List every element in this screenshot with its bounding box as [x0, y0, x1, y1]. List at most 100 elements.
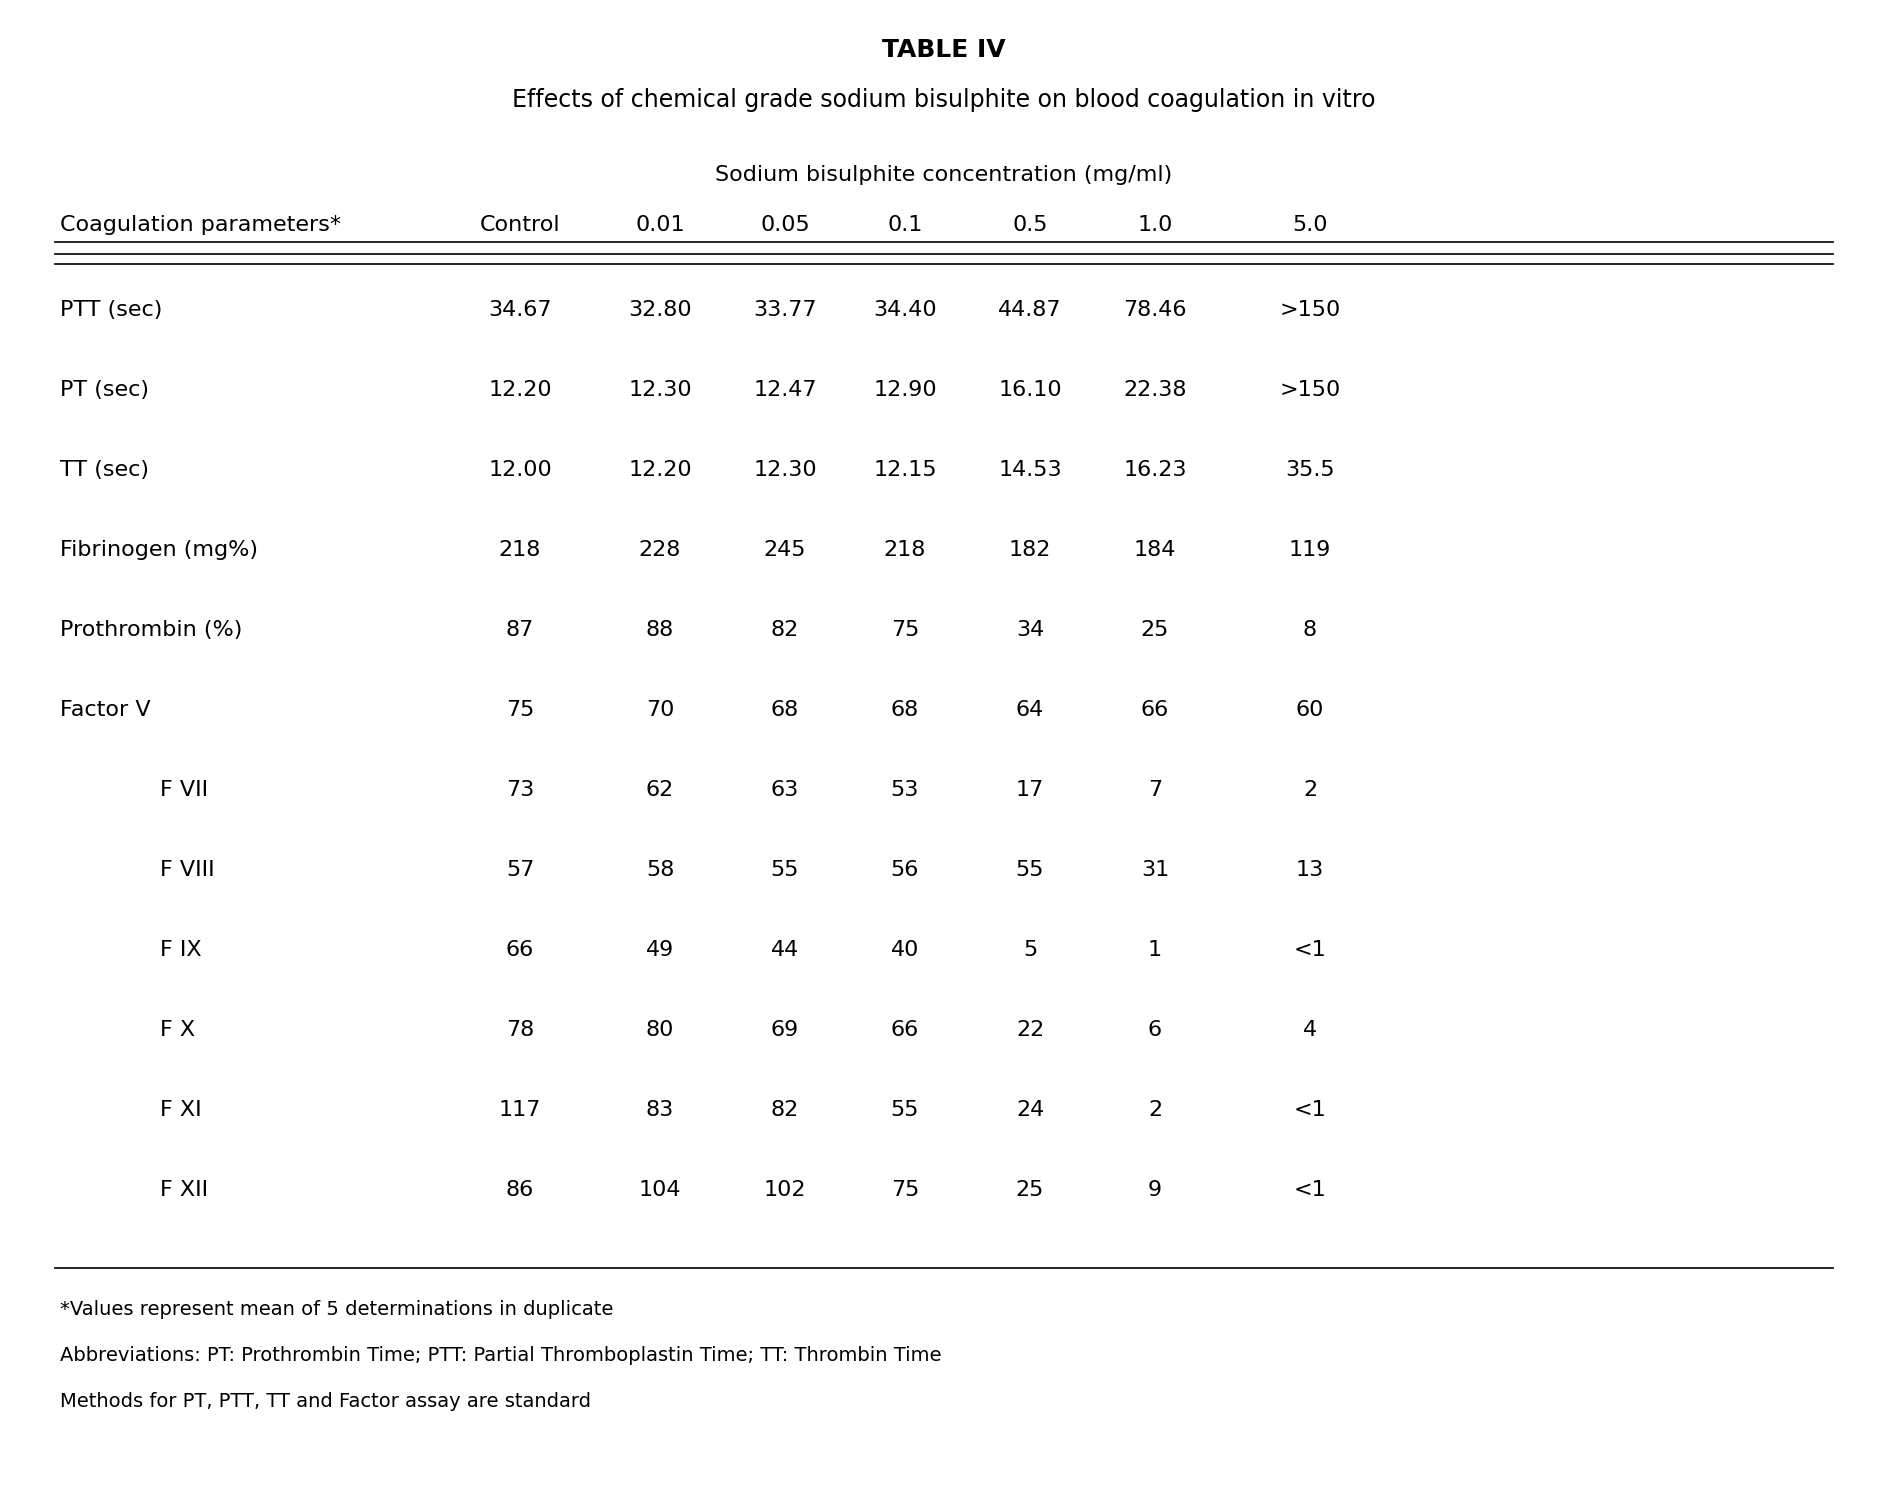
Text: F XI: F XI: [160, 1100, 202, 1120]
Text: 40: 40: [891, 940, 919, 960]
Text: <1: <1: [1293, 940, 1327, 960]
Text: 68: 68: [891, 699, 919, 720]
Text: 78: 78: [506, 1019, 534, 1040]
Text: 14.53: 14.53: [999, 460, 1061, 481]
Text: 8: 8: [1303, 620, 1318, 640]
Text: 80: 80: [646, 1019, 674, 1040]
Text: 34.67: 34.67: [489, 301, 551, 320]
Text: 22: 22: [1016, 1019, 1044, 1040]
Text: 117: 117: [498, 1100, 542, 1120]
Text: 34.40: 34.40: [872, 301, 936, 320]
Text: 12.30: 12.30: [629, 379, 691, 400]
Text: 35.5: 35.5: [1286, 460, 1335, 481]
Text: F XII: F XII: [160, 1180, 208, 1199]
Text: 75: 75: [506, 699, 534, 720]
Text: Factor V: Factor V: [60, 699, 151, 720]
Text: F X: F X: [160, 1019, 194, 1040]
Text: >150: >150: [1280, 379, 1340, 400]
Text: 78.46: 78.46: [1123, 301, 1188, 320]
Text: 16.10: 16.10: [999, 379, 1061, 400]
Text: 12.20: 12.20: [629, 460, 691, 481]
Text: <1: <1: [1293, 1180, 1327, 1199]
Text: F IX: F IX: [160, 940, 202, 960]
Text: 0.05: 0.05: [761, 214, 810, 235]
Text: 58: 58: [646, 860, 674, 879]
Text: 62: 62: [646, 780, 674, 801]
Text: 55: 55: [1016, 860, 1044, 879]
Text: F VII: F VII: [160, 780, 208, 801]
Text: 60: 60: [1295, 699, 1323, 720]
Text: 31: 31: [1140, 860, 1169, 879]
Text: PTT (sec): PTT (sec): [60, 301, 162, 320]
Text: 17: 17: [1016, 780, 1044, 801]
Text: F VIII: F VIII: [160, 860, 215, 879]
Text: 5: 5: [1023, 940, 1037, 960]
Text: 88: 88: [646, 620, 674, 640]
Text: *Values represent mean of 5 determinations in duplicate: *Values represent mean of 5 determinatio…: [60, 1301, 614, 1318]
Text: 218: 218: [884, 540, 927, 559]
Text: 57: 57: [506, 860, 534, 879]
Text: 53: 53: [891, 780, 919, 801]
Text: 16.23: 16.23: [1123, 460, 1188, 481]
Text: 75: 75: [891, 1180, 919, 1199]
Text: TT (sec): TT (sec): [60, 460, 149, 481]
Text: 66: 66: [506, 940, 534, 960]
Text: 182: 182: [1008, 540, 1052, 559]
Text: Fibrinogen (mg%): Fibrinogen (mg%): [60, 540, 259, 559]
Text: 184: 184: [1135, 540, 1176, 559]
Text: 25: 25: [1016, 1180, 1044, 1199]
Text: Effects of chemical grade sodium bisulphite on blood coagulation in vitro: Effects of chemical grade sodium bisulph…: [512, 88, 1376, 112]
Text: 5.0: 5.0: [1291, 214, 1327, 235]
Text: 2: 2: [1148, 1100, 1161, 1120]
Text: >150: >150: [1280, 301, 1340, 320]
Text: 70: 70: [646, 699, 674, 720]
Text: Prothrombin (%): Prothrombin (%): [60, 620, 242, 640]
Text: PT (sec): PT (sec): [60, 379, 149, 400]
Text: 12.20: 12.20: [489, 379, 551, 400]
Text: 104: 104: [638, 1180, 682, 1199]
Text: 0.5: 0.5: [1012, 214, 1048, 235]
Text: 9: 9: [1148, 1180, 1161, 1199]
Text: 24: 24: [1016, 1100, 1044, 1120]
Text: 228: 228: [638, 540, 682, 559]
Text: 64: 64: [1016, 699, 1044, 720]
Text: 119: 119: [1290, 540, 1331, 559]
Text: 12.00: 12.00: [489, 460, 551, 481]
Text: 66: 66: [891, 1019, 919, 1040]
Text: 55: 55: [891, 1100, 919, 1120]
Text: 68: 68: [770, 699, 799, 720]
Text: 12.30: 12.30: [753, 460, 818, 481]
Text: Control: Control: [480, 214, 561, 235]
Text: 86: 86: [506, 1180, 534, 1199]
Text: 83: 83: [646, 1100, 674, 1120]
Text: 75: 75: [891, 620, 919, 640]
Text: 0.01: 0.01: [634, 214, 685, 235]
Text: Sodium bisulphite concentration (mg/ml): Sodium bisulphite concentration (mg/ml): [716, 165, 1172, 185]
Text: 1.0: 1.0: [1137, 214, 1172, 235]
Text: 13: 13: [1295, 860, 1323, 879]
Text: 218: 218: [498, 540, 542, 559]
Text: 87: 87: [506, 620, 534, 640]
Text: 1: 1: [1148, 940, 1161, 960]
Text: 22.38: 22.38: [1123, 379, 1188, 400]
Text: 2: 2: [1303, 780, 1318, 801]
Text: 12.15: 12.15: [872, 460, 936, 481]
Text: 12.90: 12.90: [872, 379, 936, 400]
Text: TABLE IV: TABLE IV: [882, 39, 1006, 62]
Text: Methods for PT, PTT, TT and Factor assay are standard: Methods for PT, PTT, TT and Factor assay…: [60, 1391, 591, 1411]
Text: Coagulation parameters*: Coagulation parameters*: [60, 214, 342, 235]
Text: 66: 66: [1140, 699, 1169, 720]
Text: 245: 245: [765, 540, 806, 559]
Text: 0.1: 0.1: [887, 214, 923, 235]
Text: 63: 63: [770, 780, 799, 801]
Text: Abbreviations: PT: Prothrombin Time; PTT: Partial Thromboplastin Time; TT: Throm: Abbreviations: PT: Prothrombin Time; PTT…: [60, 1347, 942, 1364]
Text: 33.77: 33.77: [753, 301, 818, 320]
Text: 34: 34: [1016, 620, 1044, 640]
Text: 69: 69: [770, 1019, 799, 1040]
Text: 56: 56: [891, 860, 919, 879]
Text: 55: 55: [770, 860, 799, 879]
Text: 44: 44: [770, 940, 799, 960]
Text: 44.87: 44.87: [999, 301, 1061, 320]
Text: 7: 7: [1148, 780, 1161, 801]
Text: 82: 82: [770, 1100, 799, 1120]
